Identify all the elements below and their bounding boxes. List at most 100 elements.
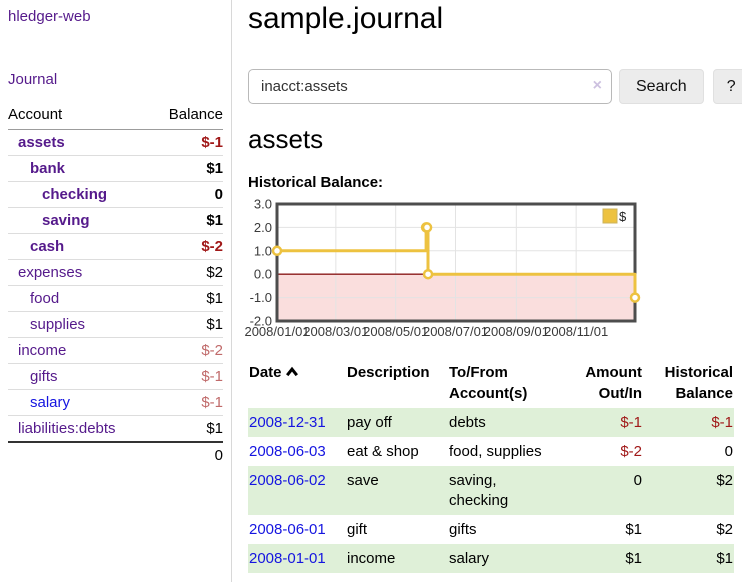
search-button[interactable]: Search <box>619 69 704 104</box>
account-link-bank[interactable]: bank <box>30 160 66 177</box>
transaction-row: 2008-12-31 pay off debts $-1 $-1 <box>248 408 734 437</box>
legend-swatch <box>602 208 618 224</box>
account-row: salary $-1 <box>8 389 223 416</box>
account-link-gifts[interactable]: gifts <box>30 368 58 385</box>
nav-journal-link[interactable]: Journal <box>8 71 58 88</box>
txn-balance: 0 <box>724 443 733 460</box>
account-name-cell: saving <box>8 207 151 234</box>
txn-description: save <box>346 466 448 515</box>
txn-description: income <box>346 544 448 573</box>
account-name-cell: expenses <box>8 259 151 286</box>
account-name-cell: salary <box>8 389 151 416</box>
data-point-marker <box>271 245 283 257</box>
x-tick-label: 2008/03/01 <box>303 324 368 339</box>
txn-accounts: food, supplies <box>449 443 542 460</box>
account-name-cell: food <box>8 285 151 312</box>
txn-accounts: debts <box>448 408 566 437</box>
account-link-expenses[interactable]: expenses <box>18 264 83 281</box>
account-name-cell: assets <box>8 129 151 156</box>
sidebar: hledger-web Journal Account Balance asse… <box>0 0 232 582</box>
x-tick-label: 2008/11/01 <box>544 324 608 339</box>
col-header-accounts: To/From Account(s) <box>449 364 528 402</box>
txn-date-cell: 2008-06-03 <box>248 437 346 466</box>
account-row: checking 0 <box>8 181 223 208</box>
account-row: bank $1 <box>8 155 223 182</box>
account-balance: 0 <box>150 181 223 208</box>
account-name-cell: cash <box>8 233 151 260</box>
txn-description: gift <box>347 521 368 538</box>
account-name-cell: bank <box>8 155 151 182</box>
account-balance: $2 <box>150 259 223 286</box>
register-table: Date Description To/From Account(s) Amou… <box>248 358 734 573</box>
search-bar: × Search ? <box>248 69 742 104</box>
register-header-row: Date Description To/From Account(s) Amou… <box>248 358 734 408</box>
historical-balance-chart[interactable]: $3.0 2.0 1.0 0.0 -1.0 -2.02008/01/012008/03/0… <box>244 197 642 344</box>
search-input[interactable] <box>248 69 612 104</box>
account-balance: $1 <box>150 311 223 338</box>
legend-label: $ <box>619 209 627 224</box>
account-balance: $-1 <box>150 129 223 156</box>
account-link-salary[interactable]: salary <box>30 394 71 411</box>
account-row: gifts $-1 <box>8 363 223 390</box>
account-balance: $-1 <box>150 363 223 390</box>
transaction-row: 2008-06-03 eat & shop food, supplies $-2 0 <box>248 437 734 466</box>
y-tick-label: -1.0 <box>250 290 272 305</box>
txn-date-link[interactable]: 2008-06-01 <box>249 521 326 538</box>
account-row: assets $-1 <box>8 129 223 156</box>
txn-date-cell: 2008-01-01 <box>248 544 346 573</box>
account-link-saving[interactable]: saving <box>42 212 90 229</box>
x-tick-label: 2008/07/01 <box>423 324 488 339</box>
x-tick-label: 2008/01/01 <box>244 324 309 339</box>
chart-title: Historical Balance: <box>248 174 384 191</box>
accounts-header-row: Account Balance <box>8 103 223 130</box>
accounts-total-spacer <box>8 441 151 468</box>
txn-amount: $-1 <box>566 408 643 437</box>
transaction-row: 2008-01-01 income salary $1 $1 <box>248 544 734 573</box>
col-header-amount: Amount Out/In <box>585 364 642 402</box>
txn-amount: $1 <box>625 521 642 538</box>
accounts-header-balance: Balance <box>150 103 223 130</box>
txn-balance: $2 <box>716 521 733 538</box>
txn-amount: $1 <box>566 544 643 573</box>
account-balance: $-1 <box>150 389 223 416</box>
clear-search-icon[interactable]: × <box>592 77 602 94</box>
txn-date-link[interactable]: 2008-06-03 <box>249 443 326 460</box>
data-point-marker <box>421 222 433 233</box>
data-point-marker <box>422 268 434 280</box>
col-header-date[interactable]: Date <box>248 358 346 408</box>
help-button[interactable]: ? <box>712 69 742 104</box>
account-row: supplies $1 <box>8 311 223 338</box>
txn-date-link[interactable]: 2008-06-02 <box>249 472 326 489</box>
chart-frame <box>275 202 637 323</box>
txn-description: pay off <box>346 408 448 437</box>
account-name-cell: income <box>8 337 151 364</box>
main-panel: sample.journal × Search ? assets Histori… <box>233 0 742 582</box>
txn-balance: $-1 <box>643 408 734 437</box>
txn-accounts: salary <box>448 544 566 573</box>
txn-description: eat & shop <box>347 443 419 460</box>
txn-date-cell: 2008-06-01 <box>248 515 346 544</box>
txn-date-link[interactable]: 2008-01-01 <box>249 550 326 567</box>
col-header-description: Description <box>347 364 430 381</box>
account-link-income[interactable]: income <box>18 342 67 359</box>
x-tick-label: 2008/09/01 <box>484 324 549 339</box>
search-field-wrap: × <box>248 69 612 104</box>
account-name-cell: checking <box>8 181 151 208</box>
app-brand-link[interactable]: hledger-web <box>8 8 91 25</box>
txn-balance: $1 <box>643 544 734 573</box>
account-link-food[interactable]: food <box>30 290 60 307</box>
txn-balance: $2 <box>643 466 734 515</box>
page-title: sample.journal <box>248 2 444 35</box>
account-link-cash[interactable]: cash <box>30 238 65 255</box>
account-link-liabilities-debts[interactable]: liabilities:debts <box>18 420 116 437</box>
txn-date-link[interactable]: 2008-12-31 <box>249 414 326 431</box>
account-link-assets[interactable]: assets <box>18 134 65 151</box>
accounts-total-row: 0 <box>8 441 223 468</box>
x-tick-label: 2008/05/01 <box>363 324 428 339</box>
account-name-cell: supplies <box>8 311 151 338</box>
account-row: liabilities:debts $1 <box>8 416 223 443</box>
account-balance: $1 <box>150 155 223 182</box>
account-link-checking[interactable]: checking <box>42 186 108 203</box>
account-link-supplies[interactable]: supplies <box>30 316 86 333</box>
y-tick-label: 1.0 <box>254 243 272 258</box>
